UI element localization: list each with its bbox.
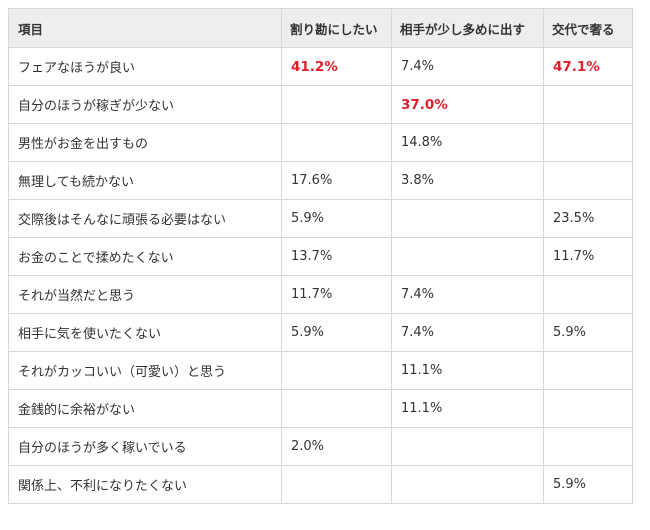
table-cell: 5.9%	[543, 465, 633, 504]
table-cell: 14.8%	[391, 123, 544, 162]
table-row: 自分のほうが稼ぎが少ない 37.0%	[8, 85, 633, 124]
survey-table-container: 項目 割り勘にしたい 相手が少し多めに出す 交代で奢る フェアなほうが良い 41.…	[8, 8, 633, 504]
table-cell: 11.7%	[281, 275, 392, 314]
row-label: 男性がお金を出すもの	[8, 123, 282, 162]
table-cell	[543, 389, 633, 428]
row-label: 関係上、不利になりたくない	[8, 465, 282, 504]
table-row: 相手に気を使いたくない 5.9% 7.4% 5.9%	[8, 313, 633, 352]
table-cell	[391, 465, 544, 504]
table-cell: 11.7%	[543, 237, 633, 276]
table-cell	[281, 465, 392, 504]
table-cell: 23.5%	[543, 199, 633, 238]
table-cell: 7.4%	[391, 47, 544, 86]
row-label: それが当然だと思う	[8, 275, 282, 314]
row-label: フェアなほうが良い	[8, 47, 282, 86]
table-cell: 41.2%	[281, 47, 392, 86]
table-cell	[543, 427, 633, 466]
table-cell	[281, 389, 392, 428]
table-body: フェアなほうが良い 41.2% 7.4% 47.1% 自分のほうが稼ぎが少ない 37.0%…	[8, 47, 633, 504]
table-row: 無理しても続かない 17.6% 3.8%	[8, 161, 633, 200]
table-cell: 11.1%	[391, 351, 544, 390]
table-cell	[391, 237, 544, 276]
row-label: 自分のほうが稼ぎが少ない	[8, 85, 282, 124]
table-cell: 37.0%	[391, 85, 544, 124]
table-cell	[391, 427, 544, 466]
table-cell	[281, 85, 392, 124]
row-label: 相手に気を使いたくない	[8, 313, 282, 352]
table-cell	[391, 199, 544, 238]
table-row: お金のことで揉めたくない 13.7% 11.7%	[8, 237, 633, 276]
table-row: それが当然だと思う 11.7% 7.4%	[8, 275, 633, 314]
table-row: 金銭的に余裕がない 11.1%	[8, 389, 633, 428]
table-cell	[281, 123, 392, 162]
table-cell: 2.0%	[281, 427, 392, 466]
row-label: 交際後はそんなに頑張る必要はない	[8, 199, 282, 238]
table-cell	[543, 351, 633, 390]
row-label: お金のことで揉めたくない	[8, 237, 282, 276]
table-cell	[543, 85, 633, 124]
table-cell: 47.1%	[543, 47, 633, 86]
row-label: 金銭的に余裕がない	[8, 389, 282, 428]
table-cell: 5.9%	[543, 313, 633, 352]
table-cell: 13.7%	[281, 237, 392, 276]
header-row: 項目 割り勘にしたい 相手が少し多めに出す 交代で奢る	[8, 8, 633, 48]
survey-table: 項目 割り勘にしたい 相手が少し多めに出す 交代で奢る フェアなほうが良い 41.…	[8, 8, 633, 504]
row-label: 自分のほうが多く稼いでいる	[8, 427, 282, 466]
table-cell: 17.6%	[281, 161, 392, 200]
table-row: それがカッコいい（可愛い）と思う 11.1%	[8, 351, 633, 390]
header-split-bill: 割り勘にしたい	[281, 8, 392, 48]
header-item: 項目	[8, 8, 282, 48]
row-label: それがカッコいい（可愛い）と思う	[8, 351, 282, 390]
table-cell: 7.4%	[391, 313, 544, 352]
table-cell: 3.8%	[391, 161, 544, 200]
table-cell	[543, 123, 633, 162]
table-cell	[281, 351, 392, 390]
header-partner-pays-more: 相手が少し多めに出す	[391, 8, 544, 48]
table-cell: 5.9%	[281, 199, 392, 238]
table-cell	[543, 275, 633, 314]
table-header: 項目 割り勘にしたい 相手が少し多めに出す 交代で奢る	[8, 8, 633, 48]
table-cell: 11.1%	[391, 389, 544, 428]
table-row: 自分のほうが多く稼いでいる 2.0%	[8, 427, 633, 466]
table-cell	[543, 161, 633, 200]
table-cell: 7.4%	[391, 275, 544, 314]
header-take-turns: 交代で奢る	[543, 8, 633, 48]
row-label: 無理しても続かない	[8, 161, 282, 200]
table-row: 関係上、不利になりたくない 5.9%	[8, 465, 633, 504]
table-row: フェアなほうが良い 41.2% 7.4% 47.1%	[8, 47, 633, 86]
table-cell: 5.9%	[281, 313, 392, 352]
table-row: 男性がお金を出すもの 14.8%	[8, 123, 633, 162]
table-row: 交際後はそんなに頑張る必要はない 5.9% 23.5%	[8, 199, 633, 238]
